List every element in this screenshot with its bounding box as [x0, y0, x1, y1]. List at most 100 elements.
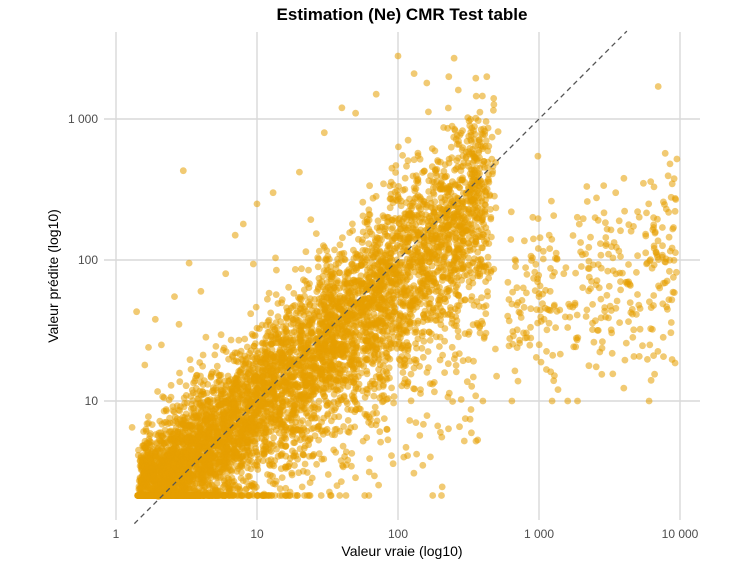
scatter-point	[237, 347, 245, 355]
scatter-point	[490, 95, 498, 102]
scatter-point	[431, 388, 438, 396]
scatter-point	[176, 378, 184, 386]
scatter-point	[315, 450, 323, 458]
scatter-point	[465, 239, 472, 247]
scatter-point	[253, 492, 261, 499]
scatter-point	[262, 438, 270, 446]
scatter-point	[217, 331, 225, 339]
scatter-point	[382, 368, 390, 375]
scatter-point	[212, 343, 220, 350]
scatter-point	[145, 413, 152, 420]
scatter-point	[272, 254, 279, 262]
scatter-point	[336, 492, 344, 499]
scatter-point	[252, 303, 260, 311]
scatter-point	[453, 157, 461, 165]
scatter-point	[268, 440, 276, 447]
scatter-point	[423, 201, 431, 209]
scatter-point	[404, 136, 412, 144]
scatter-point	[465, 148, 472, 156]
scatter-point	[316, 320, 324, 328]
scatter-point	[476, 108, 484, 116]
scatter-point	[448, 343, 456, 351]
scatter-point	[213, 362, 221, 370]
scatter-point	[385, 335, 393, 343]
scatter-point	[406, 417, 414, 424]
scatter-point	[479, 244, 486, 252]
scatter-point	[324, 471, 332, 478]
scatter-point	[432, 333, 440, 341]
scatter-point	[363, 273, 370, 280]
scatter-point	[297, 323, 305, 330]
scatter-point	[159, 393, 167, 401]
scatter-point	[348, 462, 355, 470]
scatter-point	[463, 378, 471, 386]
scatter-point	[399, 230, 407, 238]
scatter-point	[317, 492, 325, 499]
scatter-point	[167, 393, 175, 401]
scatter-point	[363, 337, 371, 345]
scatter-point	[492, 204, 500, 212]
scatter-point	[429, 492, 437, 499]
scatter-point	[476, 329, 484, 337]
scatter-point	[472, 238, 480, 246]
scatter-point	[388, 328, 396, 336]
scatter-point	[435, 300, 442, 308]
scatter-point	[445, 73, 453, 81]
scatter-point	[407, 370, 415, 378]
scatter-point	[249, 483, 257, 490]
scatter-point	[349, 220, 356, 228]
scatter-point	[302, 248, 310, 256]
scatter-point	[481, 210, 489, 218]
scatter-point	[270, 434, 277, 442]
scatter-point	[428, 236, 436, 243]
scatter-point	[456, 132, 464, 139]
scatter-point	[388, 164, 396, 172]
scatter-point	[475, 227, 482, 235]
scatter-point	[482, 329, 490, 337]
scatter-point	[457, 163, 465, 171]
scatter-point	[365, 468, 373, 476]
scatter-point	[372, 373, 380, 381]
scatter-point	[482, 137, 490, 145]
scatter-point	[410, 469, 418, 477]
scatter-point	[478, 317, 486, 325]
scatter-point	[492, 345, 499, 353]
scatter-point	[474, 272, 482, 280]
scatter-point	[301, 460, 309, 468]
scatter-point	[463, 137, 471, 145]
scatter-point	[482, 118, 490, 125]
scatter-point	[416, 432, 424, 439]
scatter-point	[199, 362, 207, 370]
scatter-point	[182, 382, 190, 390]
scatter-point	[311, 432, 319, 440]
scatter-point	[424, 348, 432, 355]
scatter-point	[278, 474, 286, 481]
scatter-point	[321, 392, 328, 400]
scatter-point	[242, 486, 250, 493]
scatter-point	[225, 355, 233, 363]
scatter-point	[426, 316, 434, 323]
scatter-point	[135, 446, 142, 454]
scatter-point	[187, 366, 195, 373]
scatter-point	[340, 392, 348, 400]
scatter-point	[487, 206, 494, 213]
scatter-point	[468, 382, 476, 390]
scatter-point	[469, 279, 477, 287]
scatter-point	[312, 230, 320, 238]
scatter-point	[418, 344, 426, 352]
data-points	[128, 52, 681, 500]
scatter-point	[388, 384, 395, 392]
scatter-point	[309, 403, 317, 411]
scatter-point	[323, 402, 331, 409]
scatter-point	[363, 367, 371, 375]
scatter-point	[353, 251, 361, 258]
scatter-point	[455, 333, 462, 341]
scatter-point	[376, 428, 384, 436]
scatter-point	[344, 406, 351, 413]
scatter-point	[348, 450, 356, 457]
scatter-point	[322, 384, 330, 392]
scatter-point	[396, 235, 404, 243]
scatter-point	[390, 393, 398, 400]
scatter-point	[426, 195, 433, 202]
